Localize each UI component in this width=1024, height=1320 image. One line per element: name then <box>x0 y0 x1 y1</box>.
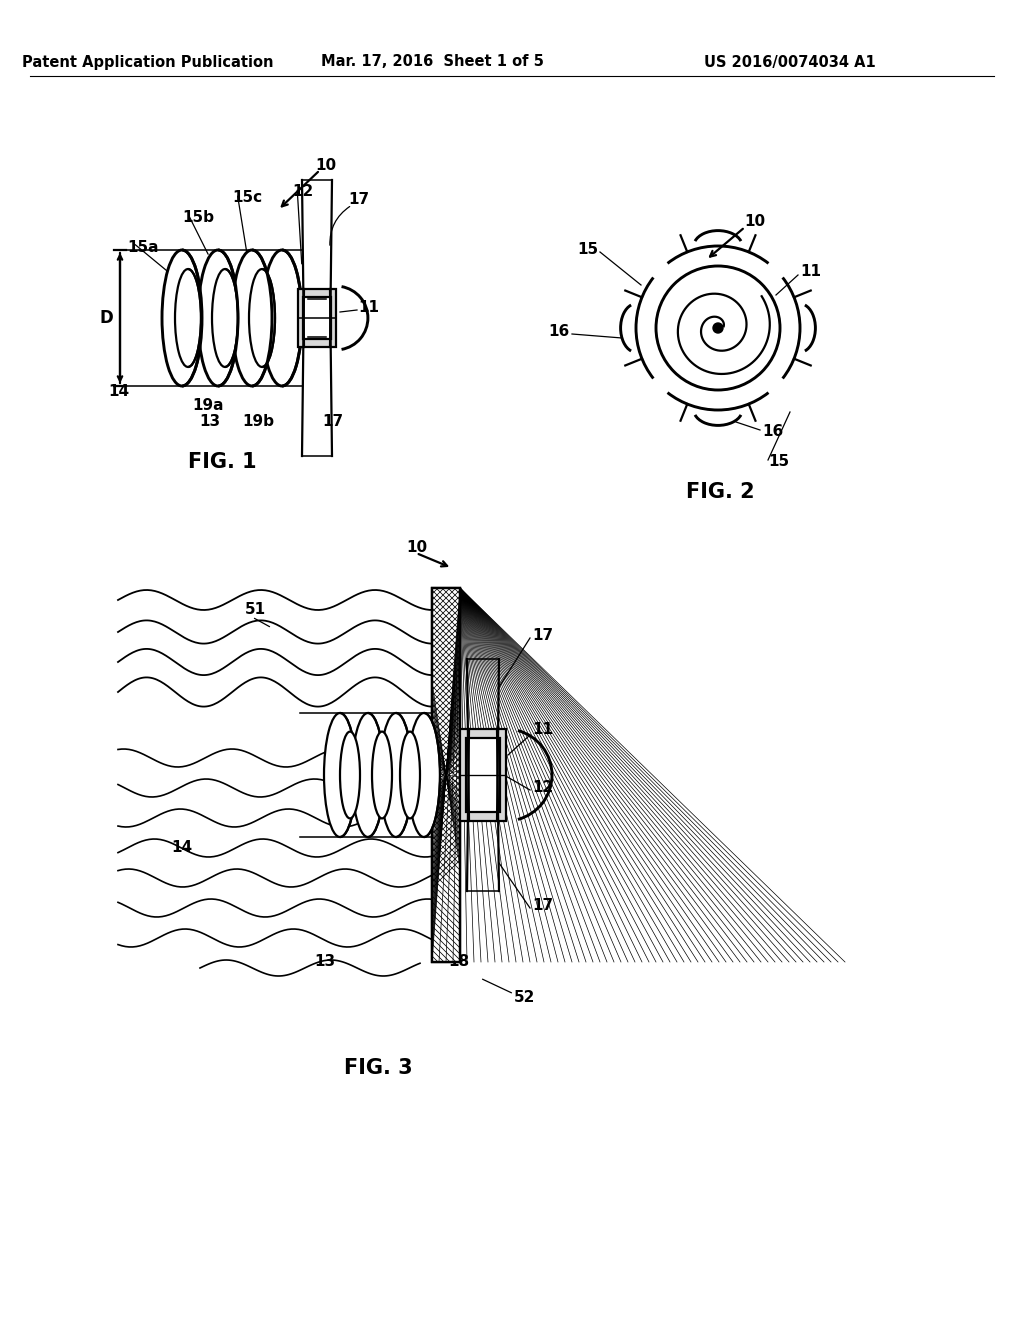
Text: FIG. 2: FIG. 2 <box>686 482 755 502</box>
Ellipse shape <box>340 731 360 818</box>
Text: 10: 10 <box>406 540 427 556</box>
Ellipse shape <box>212 269 238 367</box>
Text: 11: 11 <box>358 301 379 315</box>
Text: 17: 17 <box>322 414 343 429</box>
Ellipse shape <box>232 249 272 385</box>
Ellipse shape <box>262 249 302 385</box>
Ellipse shape <box>162 249 202 385</box>
Text: 14: 14 <box>171 841 193 855</box>
Text: 15: 15 <box>768 454 790 470</box>
Text: 15: 15 <box>577 243 598 257</box>
Text: 12: 12 <box>532 780 553 796</box>
Text: 17: 17 <box>532 627 553 643</box>
Text: US 2016/0074034 A1: US 2016/0074034 A1 <box>705 54 876 70</box>
Ellipse shape <box>380 713 412 837</box>
Text: 17: 17 <box>348 193 369 207</box>
Text: 15c: 15c <box>232 190 262 206</box>
Text: 10: 10 <box>744 214 765 230</box>
Bar <box>298 289 336 347</box>
Text: 18: 18 <box>449 954 469 969</box>
Text: 12: 12 <box>292 185 313 199</box>
Text: 51: 51 <box>245 602 266 618</box>
Bar <box>460 729 506 821</box>
Text: Patent Application Publication: Patent Application Publication <box>23 54 273 70</box>
Text: 52: 52 <box>514 990 536 1006</box>
Bar <box>432 587 460 962</box>
Ellipse shape <box>249 269 275 367</box>
Circle shape <box>713 323 723 333</box>
Ellipse shape <box>408 713 440 837</box>
Ellipse shape <box>372 731 392 818</box>
Bar <box>432 587 460 962</box>
Text: 13: 13 <box>200 414 220 429</box>
Ellipse shape <box>400 731 420 818</box>
Text: 19a: 19a <box>193 397 223 412</box>
Text: 17: 17 <box>532 898 553 912</box>
Ellipse shape <box>198 249 238 385</box>
Bar <box>432 587 460 962</box>
Text: FIG. 3: FIG. 3 <box>344 1059 413 1078</box>
Text: 11: 11 <box>800 264 821 280</box>
Text: 16: 16 <box>549 325 570 339</box>
Ellipse shape <box>324 713 356 837</box>
Text: 15b: 15b <box>182 210 214 226</box>
Text: FIG. 1: FIG. 1 <box>187 451 256 473</box>
Text: D: D <box>99 309 113 327</box>
Bar <box>303 297 331 339</box>
Text: Mar. 17, 2016  Sheet 1 of 5: Mar. 17, 2016 Sheet 1 of 5 <box>321 54 544 70</box>
Text: 13: 13 <box>314 954 336 969</box>
Ellipse shape <box>352 713 384 837</box>
Text: 11: 11 <box>532 722 553 738</box>
Text: 16: 16 <box>762 425 783 440</box>
Text: 10: 10 <box>315 157 336 173</box>
Bar <box>466 738 500 812</box>
Text: 19b: 19b <box>242 414 274 429</box>
Ellipse shape <box>175 269 201 367</box>
Text: 14: 14 <box>108 384 129 400</box>
Text: 15a: 15a <box>127 240 159 256</box>
